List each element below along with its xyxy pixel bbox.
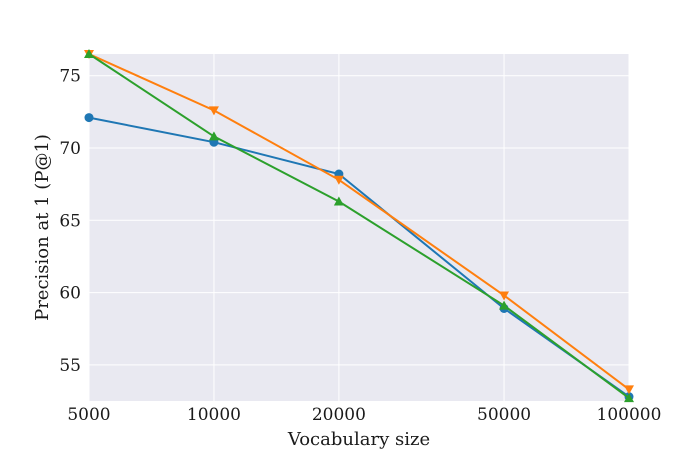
y-tick-label: 75 <box>59 67 81 87</box>
tick-labels: 5000 10000 20000 50000 100000 55 60 65 70 75 <box>59 67 661 425</box>
x-tick-label: 20000 <box>312 405 366 425</box>
data-point <box>499 300 510 310</box>
data-point <box>208 131 219 141</box>
y-axis-label: Precision at 1 (P@1) <box>32 134 53 321</box>
data-point <box>499 291 510 301</box>
data-point <box>624 385 634 395</box>
plot-area <box>89 54 629 401</box>
data-point <box>84 49 94 58</box>
x-tick-label: 100000 <box>597 405 662 425</box>
y-tick-label: 60 <box>59 284 81 304</box>
x-tick-label: 10000 <box>187 405 241 425</box>
y-tick-label: 65 <box>59 211 81 231</box>
data-point <box>208 106 219 116</box>
data-point <box>333 175 344 185</box>
data-point <box>84 113 94 123</box>
x-tick-label: 50000 <box>477 405 531 425</box>
series-3 <box>84 49 634 403</box>
series-layer <box>84 49 634 403</box>
x-axis-label: Vocabulary size <box>287 429 430 450</box>
x-tick-label: 5000 <box>67 405 110 425</box>
y-tick-label: 55 <box>59 356 81 376</box>
y-tick-label: 70 <box>59 139 81 159</box>
data-point <box>333 196 344 206</box>
series-2 <box>84 50 634 395</box>
data-point <box>624 393 634 403</box>
